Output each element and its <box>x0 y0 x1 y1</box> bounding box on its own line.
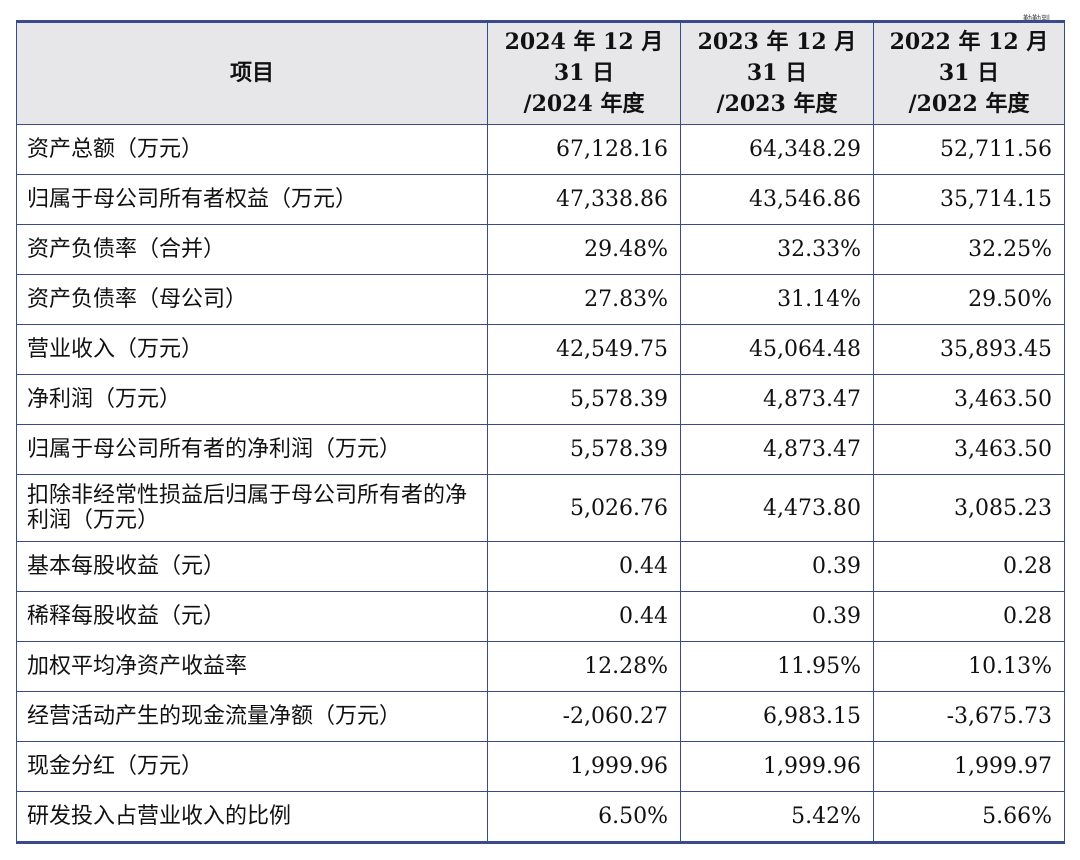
row-label: 归属于母公司所有者权益（万元） <box>16 174 488 225</box>
table-row: 扣除非经常性损益后归属于母公司所有者的净利润（万元） 5,026.76 4,47… <box>16 474 1065 542</box>
table-row: 归属于母公司所有者权益（万元） 47,338.86 43,546.86 35,7… <box>16 174 1065 225</box>
table-row: 资产负债率（母公司） 27.83% 31.14% 29.50% <box>16 274 1065 325</box>
header-2023-line1: 2023 年 12 月 <box>697 29 857 55</box>
value-2022: 1,999.97 <box>873 741 1065 792</box>
value-2022: 0.28 <box>873 541 1065 592</box>
value-2024: 6.50% <box>487 791 681 843</box>
header-2024: 2024 年 12 月 31 日 /2024 年度 <box>487 21 681 125</box>
table-row: 加权平均净资产收益率 12.28% 11.95% 10.13% <box>16 641 1065 692</box>
header-2023-line3: /2023 年度 <box>716 91 838 117</box>
value-2024: 0.44 <box>487 591 681 642</box>
value-2022: 3,463.50 <box>873 374 1065 425</box>
table-header: 项目 2024 年 12 月 31 日 /2024 年度 2023 年 12 月… <box>16 21 1065 125</box>
row-label: 研发投入占营业收入的比例 <box>16 791 488 843</box>
row-label: 现金分红（万元） <box>16 741 488 792</box>
value-2024: 5,578.39 <box>487 424 681 475</box>
table-row: 归属于母公司所有者的净利润（万元） 5,578.39 4,873.47 3,46… <box>16 424 1065 475</box>
value-2023: 6,983.15 <box>680 691 874 742</box>
value-2023: 32.33% <box>680 224 874 275</box>
row-label: 资产负债率（母公司） <box>16 274 488 325</box>
value-2024: 29.48% <box>487 224 681 275</box>
value-2024: 67,128.16 <box>487 124 681 175</box>
value-2024: 0.44 <box>487 541 681 592</box>
value-2023: 5.42% <box>680 791 874 843</box>
header-2022-line2: 31 日 <box>938 60 1000 86</box>
header-2022: 2022 年 12 月 31 日 /2022 年度 <box>873 21 1065 125</box>
value-2023: 0.39 <box>680 541 874 592</box>
value-2024: 5,578.39 <box>487 374 681 425</box>
value-2024: 42,549.75 <box>487 324 681 375</box>
row-label: 加权平均净资产收益率 <box>16 641 488 692</box>
row-label: 资产总额（万元） <box>16 124 488 175</box>
value-2022: 35,714.15 <box>873 174 1065 225</box>
row-label: 资产负债率（合并） <box>16 224 488 275</box>
table-row: 资产负债率（合并） 29.48% 32.33% 32.25% <box>16 224 1065 275</box>
value-2023: 1,999.96 <box>680 741 874 792</box>
value-2024: 12.28% <box>487 641 681 692</box>
table-row: 现金分红（万元） 1,999.96 1,999.96 1,999.97 <box>16 741 1065 792</box>
value-2023: 43,546.86 <box>680 174 874 225</box>
table-row: 研发投入占营业收入的比例 6.50% 5.42% 5.66% <box>16 791 1065 843</box>
table-row: 营业收入（万元） 42,549.75 45,064.48 35,893.45 <box>16 324 1065 375</box>
header-item: 项目 <box>16 21 488 125</box>
table-body: 资产总额（万元） 67,128.16 64,348.29 52,711.56 归… <box>16 124 1065 843</box>
value-2024: -2,060.27 <box>487 691 681 742</box>
value-2022: 10.13% <box>873 641 1065 692</box>
row-label: 归属于母公司所有者的净利润（万元） <box>16 424 488 475</box>
value-2022: 52,711.56 <box>873 124 1065 175</box>
value-2022: 3,085.23 <box>873 474 1065 542</box>
financial-summary-table: 项目 2024 年 12 月 31 日 /2024 年度 2023 年 12 月… <box>16 20 1065 844</box>
value-2023: 45,064.48 <box>680 324 874 375</box>
value-2023: 4,873.47 <box>680 424 874 475</box>
value-2022: -3,675.73 <box>873 691 1065 742</box>
value-2024: 5,026.76 <box>487 474 681 542</box>
table-row: 基本每股收益（元） 0.44 0.39 0.28 <box>16 541 1065 592</box>
value-2024: 1,999.96 <box>487 741 681 792</box>
table-row: 资产总额（万元） 67,128.16 64,348.29 52,711.56 <box>16 124 1065 175</box>
value-2022: 29.50% <box>873 274 1065 325</box>
header-2024-line3: /2024 年度 <box>523 91 645 117</box>
row-label: 经营活动产生的现金流量净额（万元） <box>16 691 488 742</box>
value-2023: 0.39 <box>680 591 874 642</box>
header-2022-line3: /2022 年度 <box>908 91 1030 117</box>
row-label: 扣除非经常性损益后归属于母公司所有者的净利润（万元） <box>16 474 488 542</box>
header-2022-line1: 2022 年 12 月 <box>889 29 1049 55</box>
value-2022: 0.28 <box>873 591 1065 642</box>
value-2022: 35,893.45 <box>873 324 1065 375</box>
value-2023: 31.14% <box>680 274 874 325</box>
value-2024: 27.83% <box>487 274 681 325</box>
value-2022: 5.66% <box>873 791 1065 843</box>
table-row: 经营活动产生的现金流量净额（万元） -2,060.27 6,983.15 -3,… <box>16 691 1065 742</box>
value-2022: 3,463.50 <box>873 424 1065 475</box>
header-2024-line2: 31 日 <box>553 60 615 86</box>
value-2024: 47,338.86 <box>487 174 681 225</box>
row-label: 营业收入（万元） <box>16 324 488 375</box>
table-row: 净利润（万元） 5,578.39 4,873.47 3,463.50 <box>16 374 1065 425</box>
value-2023: 11.95% <box>680 641 874 692</box>
header-2024-line1: 2024 年 12 月 <box>504 29 664 55</box>
value-2023: 4,473.80 <box>680 474 874 542</box>
row-label: 稀释每股收益（元） <box>16 591 488 642</box>
value-2022: 32.25% <box>873 224 1065 275</box>
table-row: 稀释每股收益（元） 0.44 0.39 0.28 <box>16 591 1065 642</box>
header-2023-line2: 31 日 <box>746 60 808 86</box>
value-2023: 4,873.47 <box>680 374 874 425</box>
row-label: 净利润（万元） <box>16 374 488 425</box>
value-2023: 64,348.29 <box>680 124 874 175</box>
header-row: 项目 2024 年 12 月 31 日 /2024 年度 2023 年 12 月… <box>16 21 1065 125</box>
row-label: 基本每股收益（元） <box>16 541 488 592</box>
header-2023: 2023 年 12 月 31 日 /2023 年度 <box>680 21 874 125</box>
